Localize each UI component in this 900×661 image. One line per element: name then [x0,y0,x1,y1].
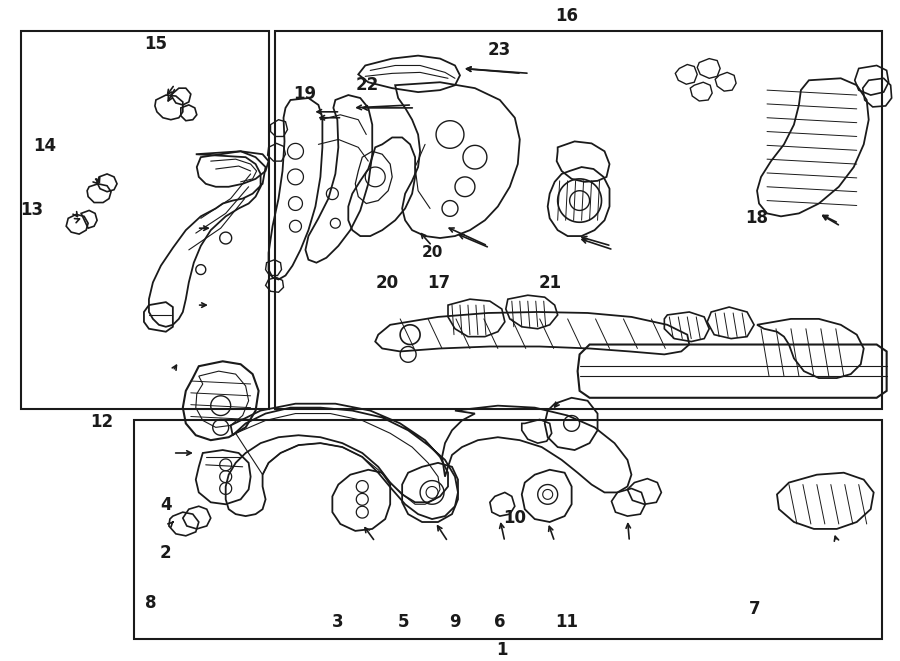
Text: 7: 7 [749,600,760,618]
Text: 15: 15 [144,35,167,53]
Text: 2: 2 [160,545,171,563]
Text: 10: 10 [503,508,526,527]
Text: 11: 11 [555,613,578,631]
Text: 14: 14 [33,137,56,155]
Text: 18: 18 [745,209,769,227]
Bar [275,30,883,408]
Text: 20: 20 [421,245,443,260]
Text: 4: 4 [160,496,171,514]
Text: 3: 3 [332,613,344,631]
Text: 16: 16 [555,7,578,24]
Text: 23: 23 [488,41,511,59]
Text: 19: 19 [293,85,316,103]
Text: 12: 12 [90,412,113,431]
Text: 1: 1 [496,641,508,659]
Text: 17: 17 [428,274,451,292]
Bar [134,420,883,639]
Text: 5: 5 [398,613,410,631]
Text: 22: 22 [356,76,379,94]
Text: 13: 13 [21,201,43,219]
Text: 6: 6 [493,613,505,631]
Text: 20: 20 [375,274,399,292]
Text: 8: 8 [146,594,157,612]
Text: 9: 9 [450,613,461,631]
Bar [21,30,269,408]
Text: 21: 21 [539,274,562,292]
